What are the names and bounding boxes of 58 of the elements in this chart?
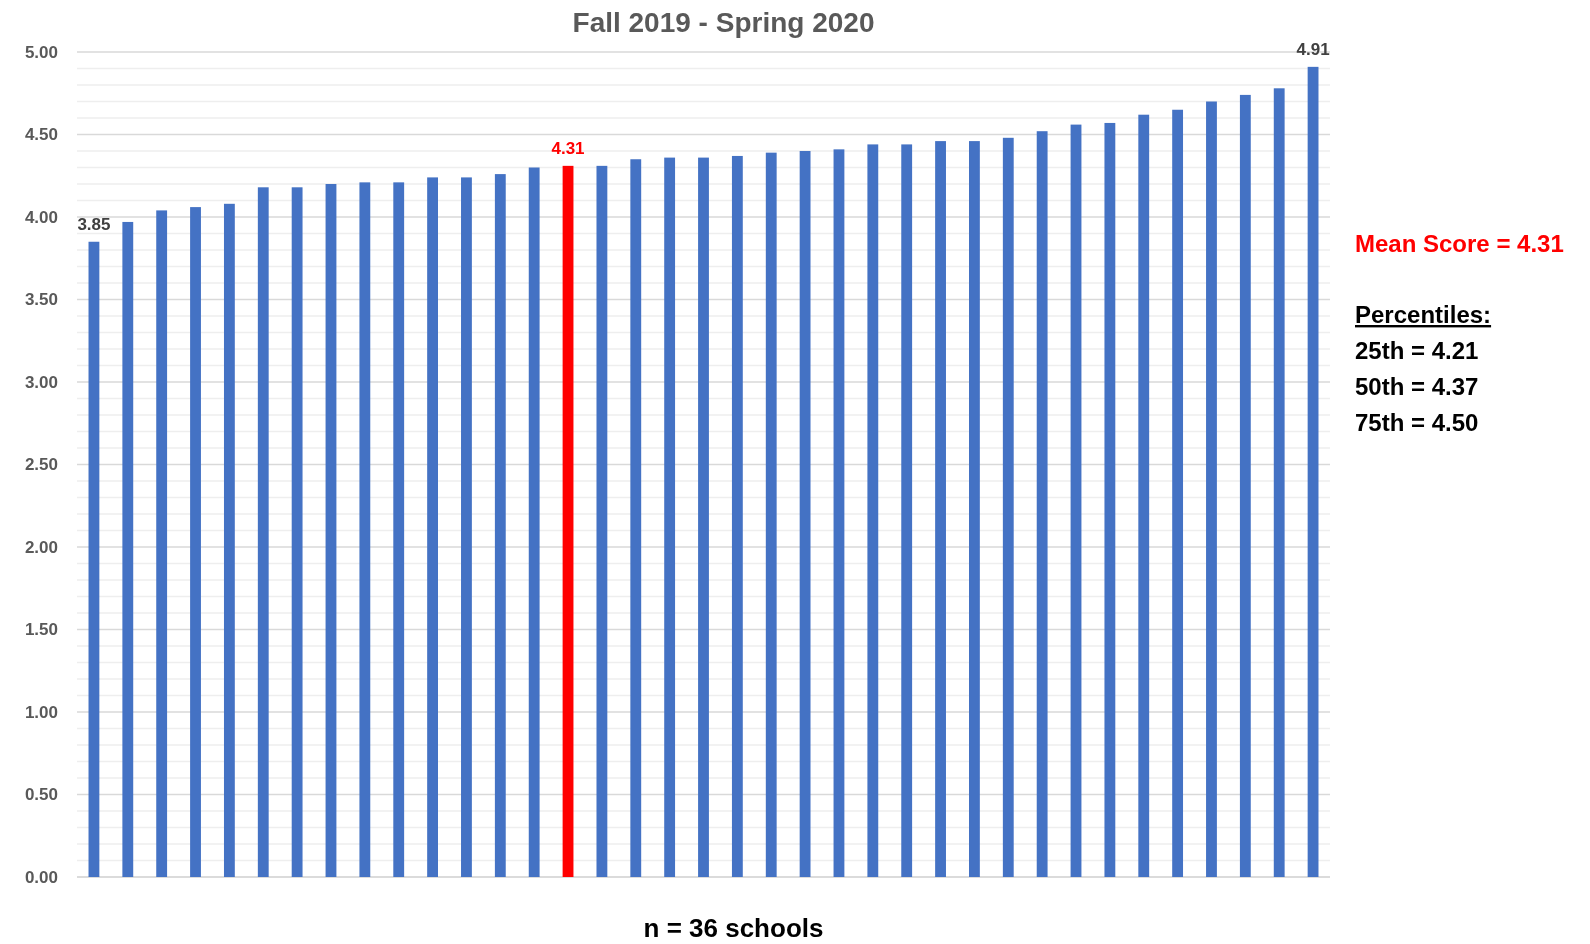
bar [1206,101,1217,877]
bar [461,177,472,877]
bar [1036,131,1048,877]
bar [190,207,201,877]
bar [664,157,676,877]
bar [867,144,879,877]
bar [156,210,168,877]
bar [630,159,642,877]
bar [223,203,235,877]
y-tick-label: 2.50 [24,455,58,475]
bar [1273,88,1285,877]
bar [1104,122,1116,877]
bar [698,157,709,877]
data-label: 3.85 [77,214,111,234]
x-axis-title: n = 36 schools [643,913,824,943]
bar [1138,114,1150,877]
bar [494,174,506,877]
y-tick-label: 3.50 [24,290,58,310]
chart-title: Fall 2019 - Spring 2020 [572,7,875,38]
bar [765,152,777,877]
text: 25th = 4.21 [1355,337,1479,364]
text: Mean Score = 4.31 [1355,230,1564,257]
bar [291,187,303,877]
bar [427,177,438,877]
bar [528,167,540,877]
bar [833,149,845,877]
y-tick-label: 1.00 [24,702,58,722]
bar [393,182,405,877]
data-label: 4.91 [1296,39,1330,59]
y-tick-label: 1.50 [24,620,58,640]
bar [359,182,371,877]
bar [1070,124,1082,877]
bar [1002,137,1014,877]
y-tick-label: 0.50 [24,785,58,805]
bar [1239,94,1251,877]
y-tick-label: 0.00 [24,867,58,887]
bar [1172,109,1184,877]
bar [935,141,946,877]
data-label: 4.31 [551,138,585,158]
bar [799,151,811,877]
y-tick-label: 2.00 [24,537,58,557]
y-tick-label: 3.00 [24,372,58,392]
bar [596,165,608,877]
bar [257,187,269,877]
bar [562,165,574,877]
text: 50th = 4.37 [1355,373,1479,400]
text: Percentiles: [1355,301,1492,328]
y-tick-label: 5.00 [24,42,58,62]
text: 75th = 4.50 [1355,409,1479,436]
bar [88,241,100,877]
bar [731,155,743,877]
y-tick-label: 4.00 [24,207,58,227]
bar [1307,66,1319,877]
bar [122,221,134,877]
y-tick-label: 4.50 [24,125,58,145]
bar [325,184,337,877]
bar [969,141,980,877]
bar [901,144,913,877]
